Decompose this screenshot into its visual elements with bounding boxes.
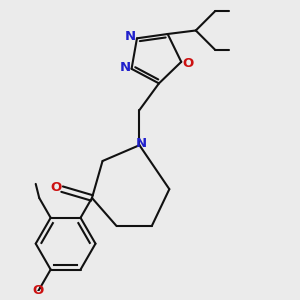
Text: O: O — [51, 181, 62, 194]
Text: O: O — [182, 57, 193, 70]
Text: N: N — [125, 30, 136, 43]
Text: O: O — [33, 284, 44, 297]
Text: N: N — [136, 137, 147, 150]
Text: N: N — [120, 61, 131, 74]
